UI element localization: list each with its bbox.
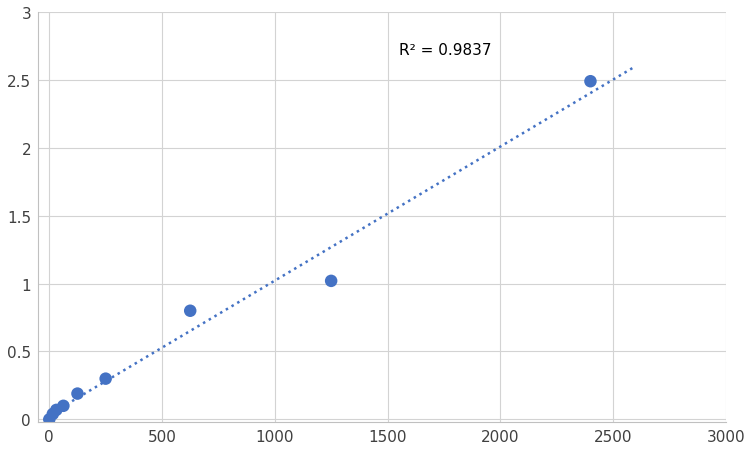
- Point: [71, 390, 83, 397]
- Point: [584, 78, 596, 86]
- Point: [325, 278, 337, 285]
- Text: R² = 0.9837: R² = 0.9837: [399, 43, 491, 58]
- Point: [44, 416, 56, 423]
- Point: [50, 406, 62, 414]
- Point: [184, 308, 196, 315]
- Point: [47, 410, 59, 418]
- Point: [57, 402, 69, 410]
- Point: [100, 375, 112, 382]
